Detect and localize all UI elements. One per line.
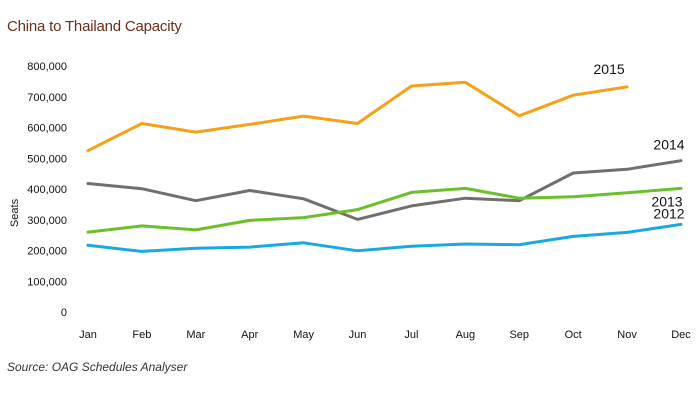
x-tick-label: Feb xyxy=(132,329,151,341)
series-label-2015: 2015 xyxy=(594,61,625,77)
series-line-2015 xyxy=(86,80,629,153)
x-tick-label: May xyxy=(293,329,314,341)
x-tick-label: Oct xyxy=(565,329,582,341)
series-label-2013: 2013 xyxy=(651,193,682,209)
x-tick-label: Dec xyxy=(671,329,691,341)
x-tick-label: Apr xyxy=(241,329,258,341)
x-tick-label: Aug xyxy=(456,329,476,341)
y-tick-label: 200,000 xyxy=(27,246,67,258)
series-lines xyxy=(86,80,683,253)
x-tick-label: Sep xyxy=(509,329,529,341)
source-note: Source: OAG Schedules Analyser xyxy=(7,360,188,374)
series-label-2012: 2012 xyxy=(653,205,684,221)
y-tick-label: 100,000 xyxy=(27,276,67,288)
y-axis-title: Seats xyxy=(9,198,21,227)
y-tick-label: 300,000 xyxy=(27,215,67,227)
y-tick-label: 600,000 xyxy=(27,123,67,135)
series-line-2014 xyxy=(86,159,683,221)
x-tick-label: Jan xyxy=(79,329,97,341)
series-line-2013 xyxy=(86,186,683,234)
x-tick-label: Jun xyxy=(349,329,367,341)
chart-title: China to Thailand Capacity xyxy=(7,18,182,35)
x-tick-label: Nov xyxy=(617,329,637,341)
x-tick-label: Jul xyxy=(404,329,418,341)
y-tick-label: 400,000 xyxy=(27,184,67,196)
y-tick-label: 500,000 xyxy=(27,153,67,165)
y-tick-label: 800,000 xyxy=(27,61,67,73)
x-axis-ticks: Jan Feb Mar Apr May Jun Jul Aug Sep Oct Nov Dec xyxy=(79,329,691,341)
x-tick-label: Mar xyxy=(186,329,205,341)
series-line-2012 xyxy=(86,222,683,253)
y-tick-label: 700,000 xyxy=(27,92,67,104)
series-label-2014: 2014 xyxy=(653,137,684,153)
y-axis-ticks: 0 100,000 200,000 300,000 400,000 500,000 600,… xyxy=(27,61,67,319)
y-tick-label: 0 xyxy=(61,307,67,319)
